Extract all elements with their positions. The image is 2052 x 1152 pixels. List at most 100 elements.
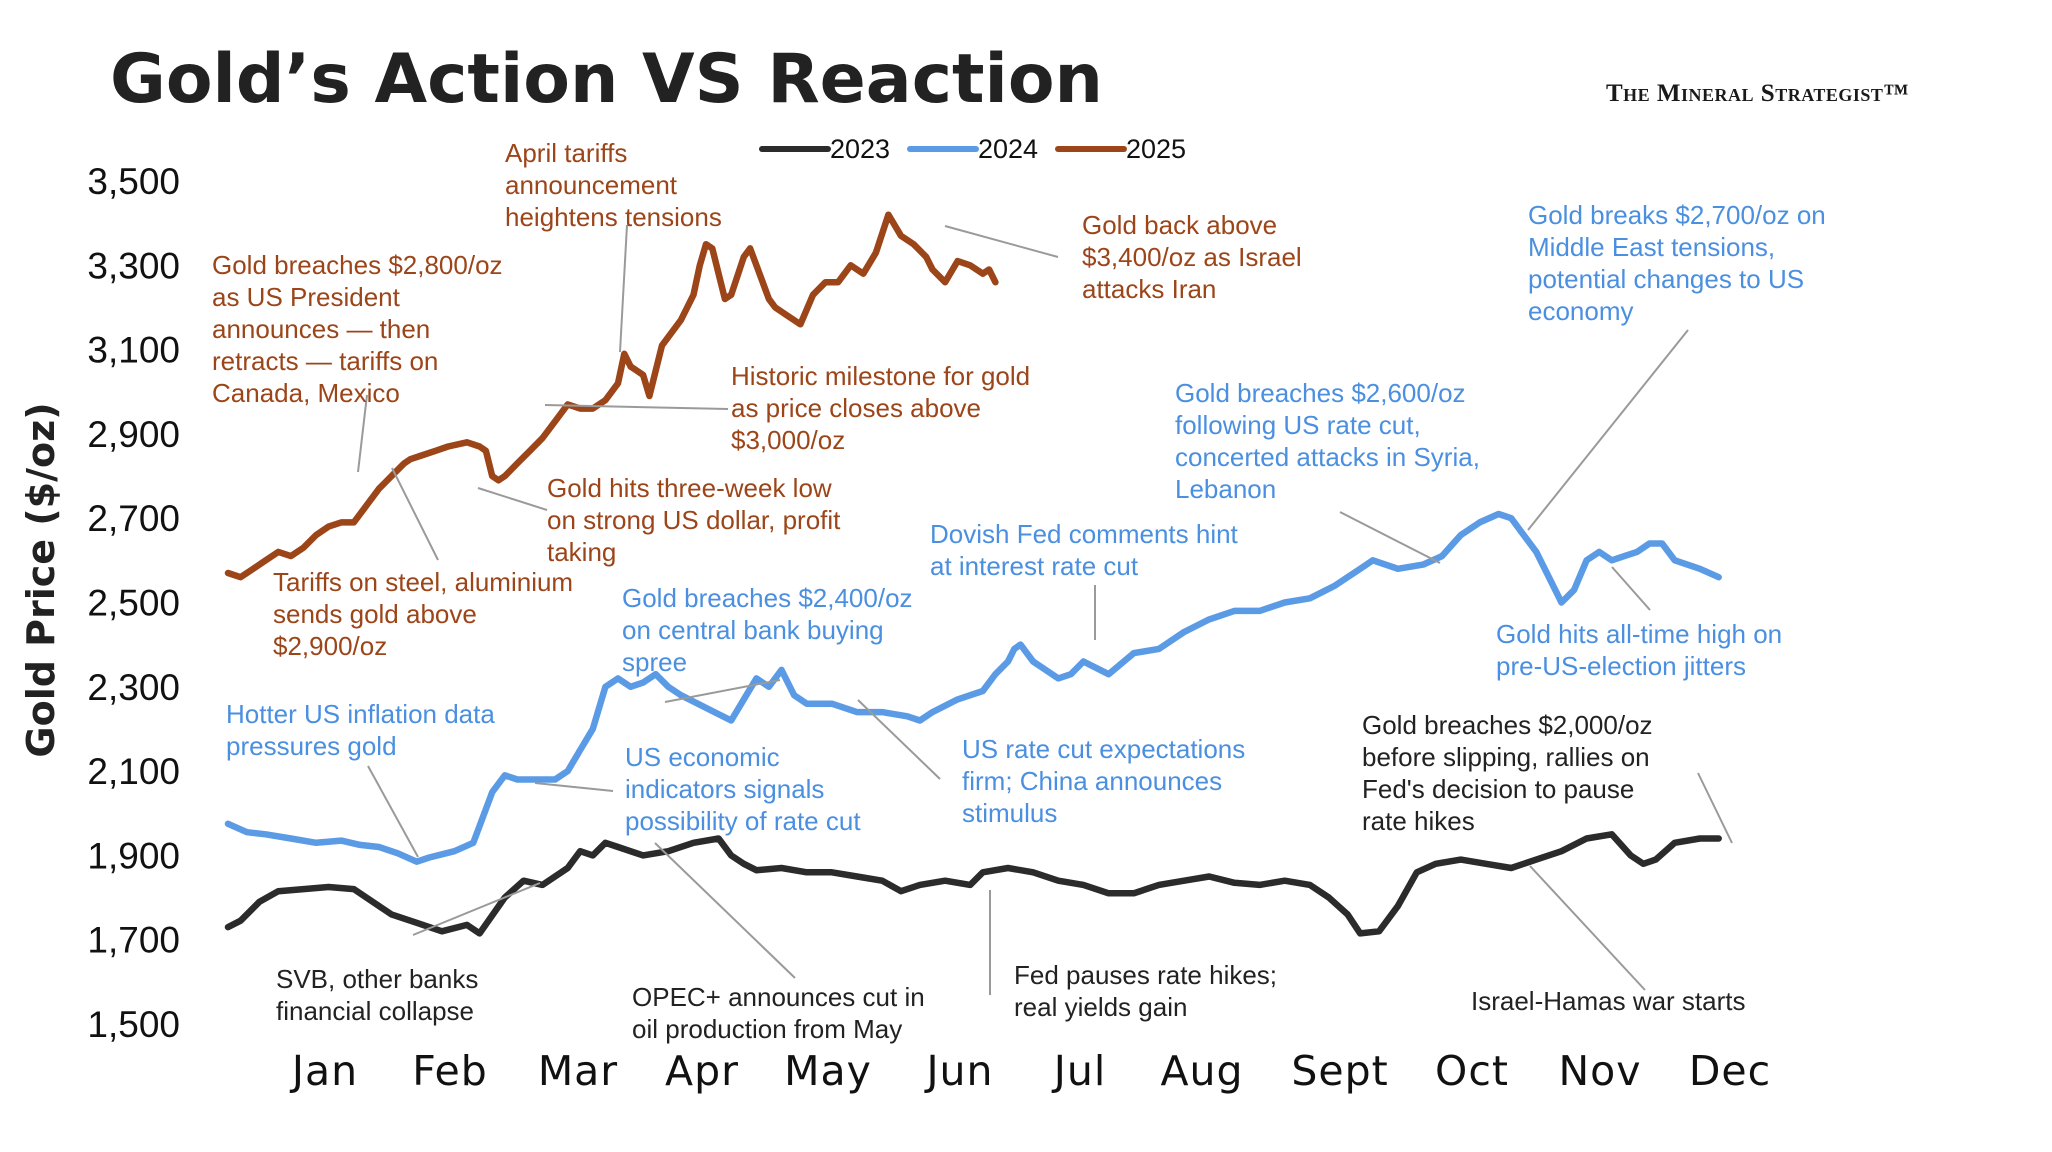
annotation-text: $2,900/oz bbox=[273, 631, 387, 661]
annotation-text: Gold hits three-week low bbox=[547, 473, 832, 503]
annotation-text: US economic bbox=[625, 742, 780, 772]
annotation-text: Gold breaches $2,000/oz bbox=[1362, 710, 1653, 740]
annotation-text: at interest rate cut bbox=[930, 551, 1139, 581]
annotation-text: indicators signals bbox=[625, 774, 824, 804]
annotation-text: Gold breaks $2,700/oz on bbox=[1528, 200, 1826, 230]
annotation-text: Israel-Hamas war starts bbox=[1471, 986, 1746, 1016]
annotation-text: Gold breaches $2,600/oz bbox=[1175, 378, 1466, 408]
annotation-text: $3,000/oz bbox=[731, 425, 845, 455]
annotation-leader bbox=[1611, 566, 1651, 611]
x-tick-label: Apr bbox=[665, 1047, 739, 1095]
annotation-leader bbox=[654, 842, 796, 979]
annotation-text: economy bbox=[1528, 296, 1634, 326]
annotation-text: concerted attacks in Syria, bbox=[1175, 442, 1480, 472]
y-tick-label: 1,700 bbox=[87, 920, 180, 961]
annotation-text: stimulus bbox=[962, 798, 1057, 828]
annotation-text: Gold back above bbox=[1082, 210, 1277, 240]
x-tick-label: Jan bbox=[289, 1047, 358, 1095]
annotation-leader bbox=[664, 679, 781, 703]
annotation-text: Lebanon bbox=[1175, 474, 1276, 504]
legend-label: 2025 bbox=[1126, 134, 1186, 164]
y-tick-label: 2,700 bbox=[87, 498, 180, 539]
annotation-text: taking bbox=[547, 537, 616, 567]
series-line-2025 bbox=[224, 211, 999, 581]
annotation-text: rate hikes bbox=[1362, 806, 1475, 836]
x-tick-label: Dec bbox=[1689, 1047, 1771, 1095]
annotation-text: Hotter US inflation data bbox=[226, 699, 495, 729]
y-axis-label: Gold Price ($/oz) bbox=[19, 402, 63, 757]
annotation-text: Canada, Mexico bbox=[212, 378, 400, 408]
annotation-text: pre-US-election jitters bbox=[1496, 651, 1746, 681]
annotation-text: April tariffs bbox=[505, 138, 627, 168]
annotation-text: pressures gold bbox=[226, 731, 397, 761]
annotation-leader bbox=[857, 699, 941, 780]
x-tick-label: Jun bbox=[923, 1047, 993, 1095]
annotation-text: on central bank buying bbox=[622, 615, 884, 645]
annotation-text: $3,400/oz as Israel bbox=[1082, 242, 1302, 272]
annotation-text: Tariffs on steel, aluminium bbox=[273, 567, 573, 597]
annotation-text: spree bbox=[622, 647, 687, 677]
series-line-2024 bbox=[224, 510, 1722, 865]
x-tick-label: Oct bbox=[1435, 1047, 1509, 1095]
y-tick-label: 2,900 bbox=[87, 414, 180, 455]
annotation-leader bbox=[391, 467, 439, 561]
annotation-text: Dovish Fed comments hint bbox=[930, 519, 1239, 549]
y-tick-label: 2,500 bbox=[87, 583, 180, 624]
annotation-text: following US rate cut, bbox=[1175, 410, 1421, 440]
y-tick-label: 1,500 bbox=[87, 1004, 180, 1045]
annotation-text: on strong US dollar, profit bbox=[547, 505, 841, 535]
annotation-text: Gold breaches $2,800/oz bbox=[212, 250, 503, 280]
annotation-leader bbox=[544, 404, 729, 410]
y-tick-label: 3,500 bbox=[87, 161, 180, 202]
annotation-text: firm; China announces bbox=[962, 766, 1222, 796]
annotation-text: potential changes to US bbox=[1528, 264, 1804, 294]
annotation-leader bbox=[367, 765, 419, 858]
annotation-text: US rate cut expectations bbox=[962, 734, 1245, 764]
annotation-text: sends gold above bbox=[273, 599, 477, 629]
annotation-text: Gold hits all-time high on bbox=[1496, 619, 1782, 649]
annotation-leader bbox=[619, 224, 628, 353]
annotation-leader bbox=[1339, 511, 1441, 564]
annotation-text: Historic milestone for gold bbox=[731, 361, 1030, 391]
y-tick-label: 3,300 bbox=[87, 245, 180, 286]
annotation-text: as US President bbox=[212, 282, 401, 312]
annotation-leader bbox=[477, 487, 548, 511]
x-tick-label: Nov bbox=[1558, 1047, 1641, 1095]
annotation-text: attacks Iran bbox=[1082, 274, 1216, 304]
annotation-text: retracts — tariffs on bbox=[212, 346, 438, 376]
y-tick-label: 1,900 bbox=[87, 835, 180, 876]
x-tick-label: Jul bbox=[1051, 1047, 1106, 1095]
annotation-text: Fed's decision to pause bbox=[1362, 774, 1634, 804]
annotation-text: OPEC+ announces cut in bbox=[632, 982, 925, 1012]
annotation-leader bbox=[944, 225, 1059, 258]
x-tick-label: May bbox=[784, 1047, 872, 1095]
annotation-text: financial collapse bbox=[276, 996, 474, 1026]
annotation-leader bbox=[412, 882, 541, 936]
x-tick-label: Mar bbox=[538, 1047, 618, 1095]
annotation-leader bbox=[357, 394, 368, 473]
annotation-text: announces — then bbox=[212, 314, 430, 344]
y-tick-label: 3,100 bbox=[87, 330, 180, 371]
annotation-text: Middle East tensions, bbox=[1528, 232, 1775, 262]
x-tick-label: Aug bbox=[1160, 1047, 1243, 1095]
annotation-text: announcement bbox=[505, 170, 678, 200]
legend-label: 2023 bbox=[830, 134, 890, 164]
chart-title: Gold’s Action VS Reaction bbox=[110, 40, 1103, 119]
annotation-text: SVB, other banks bbox=[276, 964, 478, 994]
annotation-text: real yields gain bbox=[1014, 992, 1187, 1022]
brand-logo: The Mineral Strategist™ bbox=[1606, 80, 1909, 107]
annotation-text: possibility of rate cut bbox=[625, 806, 861, 836]
x-tick-label: Feb bbox=[412, 1047, 488, 1095]
annotation-text: oil production from May bbox=[632, 1014, 902, 1044]
annotation-leader bbox=[1697, 772, 1733, 844]
annotation-leader bbox=[1527, 329, 1689, 531]
annotation-leader bbox=[534, 782, 614, 792]
annotation-text: heightens tensions bbox=[505, 202, 722, 232]
annotation-text: as price closes above bbox=[731, 393, 981, 423]
annotation-text: before slipping, rallies on bbox=[1362, 742, 1650, 772]
series-line-2023 bbox=[224, 831, 1722, 937]
x-tick-label: Sept bbox=[1291, 1047, 1388, 1095]
y-tick-label: 2,100 bbox=[87, 751, 180, 792]
annotation-text: Fed pauses rate hikes; bbox=[1014, 960, 1277, 990]
